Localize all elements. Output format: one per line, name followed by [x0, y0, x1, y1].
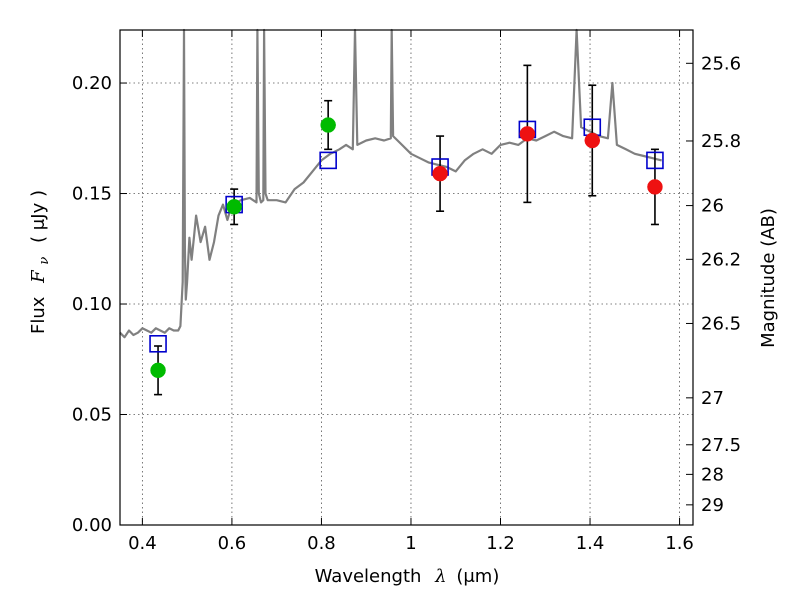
model-flux-square — [319, 151, 337, 170]
x-tick-label: 1.6 — [665, 533, 694, 554]
observed-flux-point — [647, 179, 663, 195]
y-tick-label: 0.10 — [72, 294, 112, 315]
observed-flux-point — [150, 362, 166, 379]
y2-axis-label: Magnitude (AB) — [758, 208, 779, 348]
x-tick-label: 1 — [405, 533, 416, 554]
y-axis-label-subscript: ν — [37, 257, 52, 265]
y-tick-label: 0.05 — [72, 405, 112, 426]
marker-layer — [149, 117, 664, 379]
x-tick-label: 0.8 — [307, 533, 336, 554]
spectrum-line — [119, 28, 662, 339]
y-tick-label: 0.15 — [72, 184, 112, 205]
plot-frame — [119, 29, 694, 526]
y-axis-label-symbol: F — [28, 269, 49, 284]
x-axis-label: Wavelength λ (μm) — [315, 566, 500, 587]
y2-tick-label: 25.8 — [701, 131, 741, 152]
observed-flux-point — [519, 126, 536, 142]
y2-tick-label: 27 — [701, 388, 724, 409]
y-axis-label-unit: ( μJy ) — [28, 190, 49, 243]
y-tick-label: 0.20 — [72, 73, 112, 94]
grid — [120, 30, 693, 526]
y2-tick-label: 26 — [701, 196, 724, 217]
y2-tick-label: 28 — [701, 464, 724, 485]
x-tick-label: 0.4 — [128, 533, 157, 554]
x-tick-label: 1.4 — [576, 533, 605, 554]
y2-tick-label: 25.6 — [701, 53, 741, 74]
observed-flux-point — [320, 117, 336, 133]
observed-flux-point — [584, 132, 601, 149]
model-flux-square — [646, 151, 664, 170]
x-axis-label-symbol: λ — [434, 566, 446, 587]
y2-tick-label: 29 — [701, 495, 724, 516]
y-axis-label: Flux F ν ( μJy ) — [28, 190, 53, 334]
y-tick-label: 0.00 — [72, 515, 112, 536]
errorbar-layer — [154, 64, 659, 396]
model-flux-square — [149, 334, 167, 353]
observed-flux-point — [226, 199, 242, 215]
spectrum-layer — [119, 28, 662, 339]
observed-flux-point — [432, 165, 448, 182]
y2-tick-label: 26.5 — [701, 313, 741, 334]
y2-tick-label: 26.2 — [701, 249, 741, 270]
x-axis-label-text: Wavelength — [315, 566, 422, 587]
x-tick-label: 0.6 — [218, 533, 247, 554]
y2-tick-label: 27.5 — [701, 435, 741, 456]
y-axis-label-text: Flux — [28, 296, 49, 334]
x-axis-label-unit: (μm) — [456, 566, 499, 587]
tick-layer: 0.4 0.6 0.8 1 1.2 1.4 1.6 0.00 0.05 0.10 0.15 0.20 2… — [72, 30, 741, 554]
x-tick-label: 1.2 — [486, 533, 515, 554]
